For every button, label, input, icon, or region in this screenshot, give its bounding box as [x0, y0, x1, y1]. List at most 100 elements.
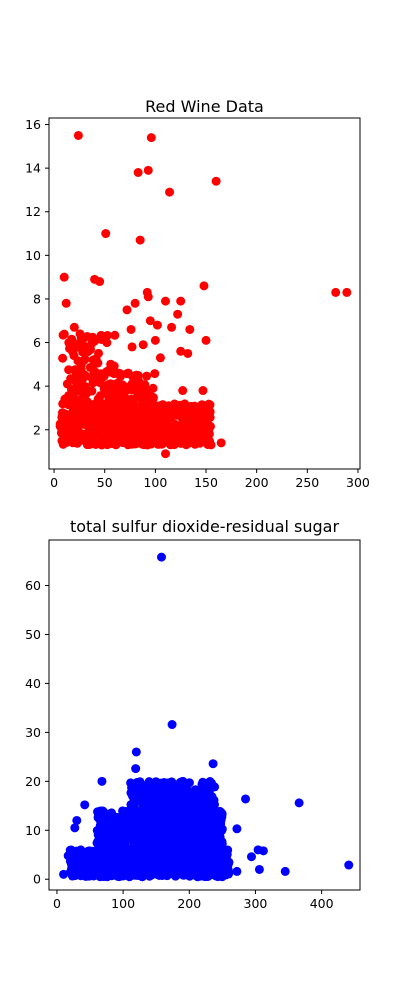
- data-point: [178, 776, 188, 786]
- data-point: [152, 785, 162, 795]
- data-point: [179, 857, 189, 867]
- data-point: [161, 449, 170, 459]
- data-point: [181, 841, 191, 851]
- data-point: [167, 322, 177, 332]
- data-point: [72, 423, 82, 433]
- data-point: [216, 438, 226, 448]
- data-point: [131, 764, 141, 774]
- data-point: [142, 859, 152, 869]
- data-point: [106, 359, 116, 369]
- data-point: [145, 778, 155, 788]
- data-point: [75, 394, 85, 404]
- data-point: [126, 788, 136, 798]
- data-point: [97, 776, 107, 786]
- data-point: [130, 298, 140, 308]
- data-point: [116, 437, 126, 447]
- data-point: [129, 435, 139, 445]
- x-tick-label: 300: [346, 475, 370, 490]
- data-point: [165, 828, 175, 838]
- data-point: [211, 176, 221, 186]
- y-tick-label: 0: [33, 872, 41, 887]
- data-point: [190, 863, 200, 873]
- data-point: [102, 837, 112, 847]
- data-point: [151, 822, 161, 832]
- data-point: [110, 398, 120, 408]
- data-point: [102, 330, 112, 340]
- data-point: [258, 846, 268, 856]
- data-point: [170, 849, 180, 859]
- data-point: [94, 863, 104, 873]
- data-point: [176, 412, 186, 422]
- x-tick-label: 200: [245, 475, 269, 490]
- data-point: [67, 334, 77, 344]
- plot-points: [59, 552, 354, 882]
- data-point: [205, 400, 215, 410]
- y-tick-label: 4: [33, 379, 41, 394]
- data-point: [61, 437, 71, 447]
- chart-title: total sulfur dioxide-residual sugar: [70, 517, 340, 536]
- y-tick-label: 10: [25, 823, 41, 838]
- data-point: [168, 407, 178, 417]
- data-point: [201, 335, 211, 345]
- y-tick-label: 40: [25, 676, 41, 691]
- y-tick-label: 2: [33, 422, 41, 437]
- data-point: [169, 436, 179, 446]
- data-point: [131, 747, 141, 757]
- data-point: [61, 298, 71, 308]
- data-point: [61, 397, 71, 407]
- data-point: [152, 409, 162, 419]
- data-point: [59, 272, 69, 282]
- data-point: [202, 787, 212, 797]
- data-point: [155, 353, 165, 363]
- data-point: [169, 798, 179, 808]
- data-point: [72, 815, 82, 825]
- data-point: [152, 863, 162, 873]
- x-tick-label: 400: [310, 896, 334, 911]
- x-tick-label: 0: [50, 475, 58, 490]
- data-point: [148, 383, 158, 393]
- data-point: [176, 346, 186, 356]
- data-point: [133, 867, 143, 877]
- data-point: [188, 411, 198, 421]
- data-point: [148, 849, 158, 859]
- y-tick-label: 16: [25, 117, 41, 132]
- sulfur-sugar-scatter-chart: total sulfur dioxide-residual sugar 0 10 0…: [25, 517, 361, 911]
- data-point: [76, 365, 86, 375]
- data-point: [131, 830, 141, 840]
- data-point: [95, 277, 105, 287]
- data-point: [122, 305, 132, 315]
- data-point: [156, 552, 166, 562]
- data-point: [145, 316, 155, 326]
- data-point: [73, 402, 83, 412]
- data-point: [65, 343, 75, 353]
- data-point: [143, 165, 153, 175]
- data-point: [208, 795, 218, 805]
- x-tick-label: 0: [53, 896, 61, 911]
- data-point: [112, 832, 122, 842]
- data-point: [135, 425, 145, 435]
- data-point: [77, 372, 87, 382]
- data-point: [135, 235, 145, 245]
- x-tick-label: 200: [177, 896, 201, 911]
- data-point: [232, 866, 242, 876]
- data-point: [95, 843, 105, 853]
- data-point: [201, 416, 211, 426]
- data-point: [183, 348, 193, 358]
- data-point: [146, 133, 156, 143]
- data-point: [108, 430, 118, 440]
- data-point: [85, 846, 95, 856]
- data-point: [167, 720, 177, 730]
- data-point: [58, 353, 68, 363]
- data-point: [139, 797, 149, 807]
- data-point: [342, 287, 352, 297]
- data-point: [98, 423, 108, 433]
- data-point: [204, 779, 214, 789]
- data-point: [199, 431, 209, 441]
- data-point: [198, 386, 208, 396]
- x-tick-label: 50: [97, 475, 113, 490]
- data-point: [241, 794, 251, 804]
- data-point: [294, 798, 304, 808]
- data-point: [63, 851, 73, 861]
- data-point: [126, 778, 136, 788]
- data-point: [59, 869, 69, 879]
